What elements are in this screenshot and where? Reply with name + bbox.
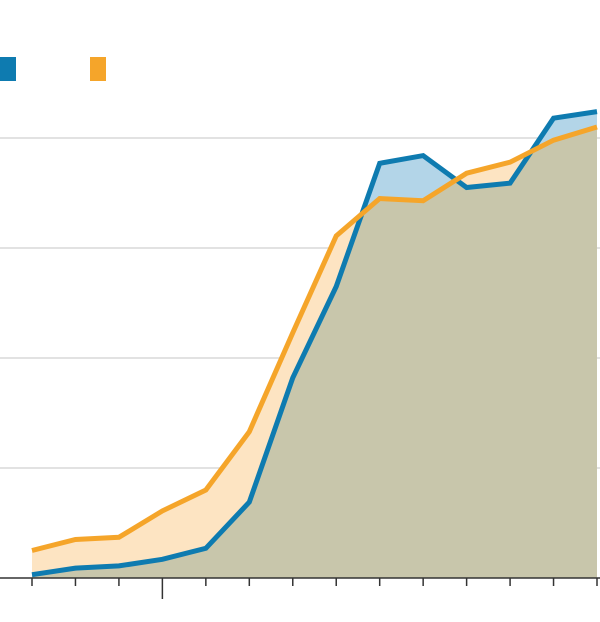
legend-swatch [90,57,106,81]
series-line [31,109,598,578]
overlap-area [32,127,597,578]
series-line [31,124,598,553]
legend-swatch [0,57,16,81]
